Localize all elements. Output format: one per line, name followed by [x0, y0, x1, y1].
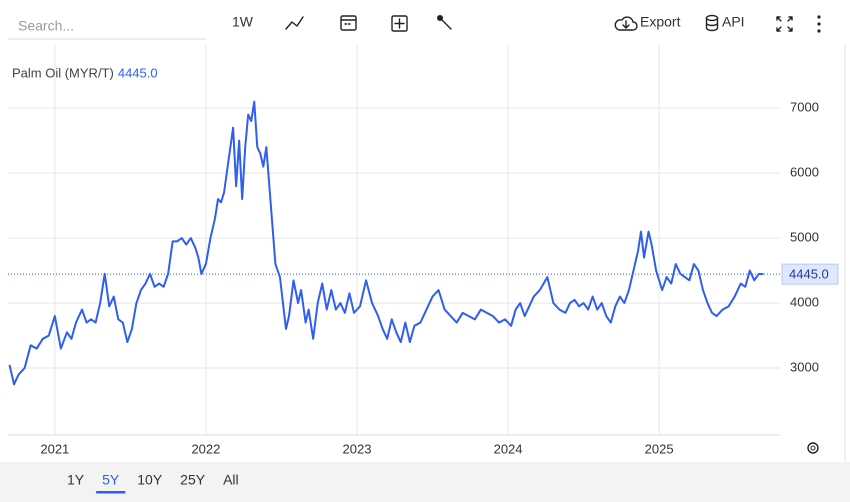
current-price-label: 4445.0 [789, 267, 829, 282]
calendar-icon[interactable] [340, 15, 357, 31]
y-tick-label: 5000 [790, 230, 819, 245]
x-tick-label: 2022 [191, 441, 220, 456]
x-tick-label: 2025 [645, 441, 674, 456]
current-price-box [781, 263, 839, 285]
x-tick-label: 2021 [40, 441, 69, 456]
settings-wrench-icon[interactable] [437, 15, 452, 30]
fullscreen-icon[interactable] [776, 16, 793, 32]
y-tick-label: 3000 [790, 359, 819, 374]
search-box[interactable] [8, 9, 206, 39]
range-button[interactable]: 10Y [137, 472, 163, 488]
range-buttons: 1Y 5Y 10Y 25Y All [67, 472, 239, 494]
current-value: 4445.0 [118, 65, 158, 80]
y-tick-label: 7000 [790, 100, 819, 115]
api-button[interactable]: API [722, 14, 745, 30]
y-tick-label: 4000 [790, 295, 819, 310]
interval-button[interactable]: 1W [232, 14, 254, 30]
range-selected-underline [96, 491, 126, 494]
plot: 3000 4000 5000 6000 7000 2021 2022 2023 2024 2025… [8, 45, 839, 456]
range-button[interactable]: All [223, 472, 239, 488]
export-icon[interactable] [614, 16, 638, 31]
chart-title: Palm Oil (MYR/T) [12, 65, 114, 80]
x-tick-label: 2023 [343, 441, 372, 456]
api-icon[interactable] [705, 14, 719, 32]
range-button[interactable]: 5Y [102, 472, 120, 488]
compare-icon[interactable] [391, 15, 408, 32]
price-line [8, 100, 764, 386]
range-button[interactable]: 25Y [180, 472, 206, 488]
range-bar [0, 462, 850, 502]
search-placeholder[interactable]: Search... [18, 18, 74, 34]
x-tick-label: 2024 [494, 441, 523, 456]
more-menu-icon[interactable] [817, 15, 821, 33]
chart-settings-icon[interactable] [807, 442, 819, 454]
chart-type-icon[interactable] [285, 16, 304, 30]
export-button[interactable]: Export [640, 14, 681, 30]
y-tick-label: 6000 [790, 165, 819, 180]
range-button[interactable]: 1Y [67, 472, 85, 488]
